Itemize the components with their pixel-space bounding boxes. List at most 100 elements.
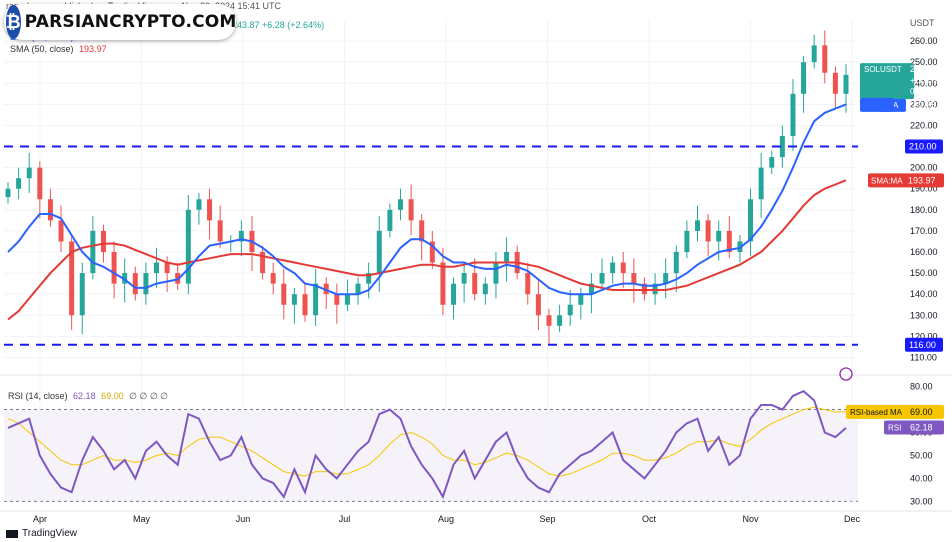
price-tick-label: 130.00: [910, 310, 938, 320]
candle-body: [270, 273, 276, 284]
candle-body: [822, 45, 828, 73]
sma-legend[interactable]: SMA (50, close) 193.97: [10, 44, 107, 54]
candle-body: [769, 157, 775, 168]
price-tick-label: 260.00: [910, 36, 938, 46]
candle-body: [620, 262, 626, 274]
rsi-legend-extra: ∅ ∅ ∅ ∅: [129, 391, 169, 401]
price-change-legend: 243.87 +6.28 (+2.64%): [232, 20, 324, 30]
rsi-tick-label: 80.00: [910, 382, 933, 392]
candle-body: [535, 294, 541, 316]
rsi-legend-value: 62.18: [73, 391, 96, 401]
candle-body: [694, 220, 700, 231]
price-tick-label: 120.00: [910, 331, 938, 341]
rsi-legend[interactable]: RSI (14, close) 62.18 69.00 ∅ ∅ ∅ ∅: [8, 391, 168, 402]
candle-body: [779, 136, 785, 158]
candle-body: [567, 304, 573, 316]
candle-body: [69, 241, 75, 316]
footer-brand: TradingView: [22, 528, 78, 539]
candle-body: [207, 199, 213, 221]
candle-body: [599, 273, 605, 284]
time-tick-label: Jun: [236, 514, 251, 524]
price-tick-label: 240.00: [910, 78, 938, 88]
indicator-lines: [4, 103, 858, 346]
candle-body: [164, 262, 170, 274]
rsi-tick-label: 30.00: [910, 496, 933, 506]
candle-body: [419, 220, 425, 242]
time-tick-label: Apr: [33, 514, 47, 524]
candle-body: [260, 252, 266, 274]
candle-body: [376, 230, 382, 274]
candle-body: [588, 283, 594, 295]
candle-body: [79, 273, 85, 316]
candle-body: [578, 294, 584, 305]
candle-body: [143, 273, 149, 295]
candle-body: [663, 273, 669, 284]
last-price-tag-bg: [860, 63, 914, 100]
candle-body: [132, 273, 138, 295]
candle-body: [58, 220, 64, 242]
candle-body: [366, 273, 372, 284]
time-tick-label: Sep: [539, 514, 555, 524]
time-tick-label: May: [133, 514, 151, 524]
time-tick-label: Nov: [742, 514, 759, 524]
symbol-tag-label: SOLUSDT: [864, 65, 902, 74]
candle-body: [525, 273, 531, 295]
candle-body: [408, 199, 414, 221]
candle-body: [111, 252, 117, 284]
rsi-ma-legend-value: 69.00: [101, 391, 124, 401]
level-low-tag: 116.00: [909, 340, 936, 350]
ema-tag-value: 229.75: [908, 100, 936, 110]
event-flash-icon[interactable]: [839, 367, 853, 381]
price-tick-label: 250.00: [910, 57, 938, 67]
candle-body: [429, 241, 435, 263]
rsi-tag-bg: [884, 420, 944, 435]
candle-body: [801, 62, 807, 94]
candle-body: [154, 262, 160, 274]
candle-body: [355, 283, 361, 295]
time-tick-label: Aug: [438, 514, 454, 524]
last-price-tag-value: 243.87: [910, 64, 938, 74]
candle-body: [641, 283, 647, 295]
candle-body: [652, 283, 658, 295]
axis-tags: SOLUSDT243.87+27.17%08:18:16EMA229.75210…: [839, 63, 944, 435]
candle-body: [716, 230, 722, 242]
candle-body: [546, 315, 552, 326]
candle-body: [790, 93, 796, 136]
candle-body: [196, 199, 202, 210]
candle-body: [684, 230, 690, 252]
candle-body: [726, 230, 732, 252]
price-tick-label: 140.00: [910, 289, 938, 299]
candle-body: [631, 273, 637, 284]
candle-body: [302, 294, 308, 316]
candle-body: [843, 74, 849, 94]
candle-body: [748, 199, 754, 242]
candle-body: [334, 294, 340, 305]
rsi-legend-label: RSI (14, close): [8, 391, 68, 401]
rsi-ma-tag-label: RSI-based MA: [850, 408, 903, 417]
time-tick-label: Oct: [642, 514, 657, 524]
price-tick-label: 180.00: [910, 205, 938, 215]
candle-body: [5, 188, 11, 198]
price-tick-label: 220.00: [910, 120, 938, 130]
candle-body: [472, 273, 478, 295]
footer[interactable]: TradingView: [6, 528, 77, 539]
price-tick-label: 150.00: [910, 268, 938, 278]
rsi-tick-label: 50.00: [910, 450, 933, 460]
time-tick-label: Jul: [339, 514, 351, 524]
candle-body: [557, 315, 563, 326]
candle-body: [440, 262, 446, 305]
level-high-tag-bg: [905, 139, 943, 154]
time-axis[interactable]: Apr May Jun Jul Aug Sep Oct Nov Dec: [33, 514, 861, 524]
countdown-tag: 08:18:16: [910, 87, 942, 96]
candle-body: [47, 199, 53, 221]
candle-body: [100, 230, 106, 252]
candle-body: [758, 167, 764, 200]
logo-text: PARSIANCRYPTO.COM: [24, 12, 237, 32]
candle-body: [238, 230, 244, 242]
candle-body: [461, 273, 467, 284]
sma-50-line: [7, 179, 847, 321]
price-tick-label: 170.00: [910, 226, 938, 236]
candle-body: [37, 167, 43, 200]
